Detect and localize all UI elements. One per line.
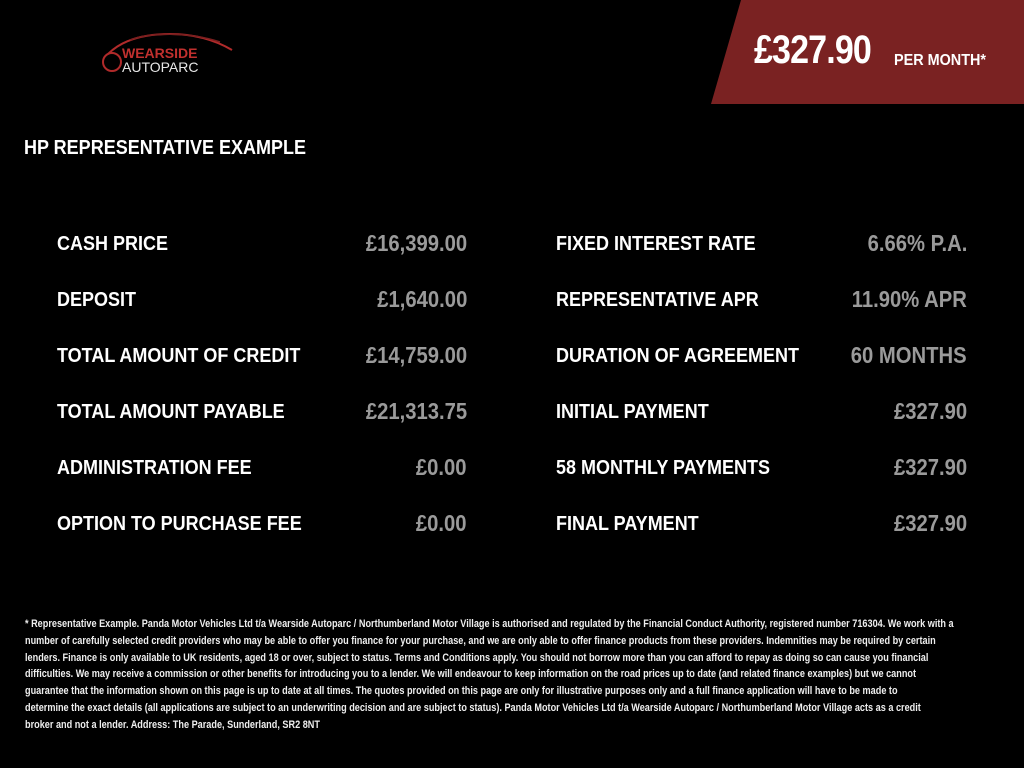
row-label: FINAL PAYMENT [556, 513, 699, 535]
page-title: HP REPRESENTATIVE EXAMPLE [24, 137, 307, 159]
monthly-price: £327.90 [754, 28, 872, 72]
disclaimer-line: difficulties. We may receive a commissio… [25, 668, 917, 681]
row-label: DURATION OF AGREEMENT [556, 345, 799, 367]
row-deposit: DEPOSIT £1,640.00 [57, 286, 467, 319]
row-label: FIXED INTEREST RATE [556, 233, 756, 255]
disclaimer-line: number of carefully selected credit prov… [25, 634, 936, 647]
per-month-label: PER MONTH* [894, 52, 987, 69]
row-value: £327.90 [893, 398, 967, 424]
row-value: £0.00 [416, 510, 467, 536]
row-label: CASH PRICE [57, 233, 169, 255]
disclaimer-line: * Representative Example. Panda Motor Ve… [25, 618, 954, 630]
wearside-autoparc-logo: WEARSIDE AUTOPARC [100, 28, 240, 76]
row-label: TOTAL AMOUNT OF CREDIT [57, 345, 301, 367]
row-value: 11.90% APR [851, 286, 967, 312]
row-label: ADMINISTRATION FEE [57, 457, 252, 479]
row-total-payable: TOTAL AMOUNT PAYABLE £21,313.75 [57, 398, 467, 431]
row-duration: DURATION OF AGREEMENT 60 MONTHS [556, 342, 967, 375]
row-initial-payment: INITIAL PAYMENT £327.90 [556, 398, 967, 431]
row-value: £21,313.75 [365, 398, 467, 424]
row-value: £16,399.00 [365, 230, 467, 256]
row-label: DEPOSIT [57, 289, 137, 311]
monthly-price-banner [711, 0, 1024, 104]
disclaimer: * Representative Example. Panda Motor Ve… [25, 616, 1024, 734]
row-value: £14,759.00 [365, 342, 467, 368]
disclaimer-line: guarantee that the information shown on … [25, 685, 898, 698]
disclaimer-line: lenders. Finance is only available to UK… [25, 651, 929, 664]
row-label: 58 MONTHLY PAYMENTS [556, 457, 771, 479]
row-cash-price: CASH PRICE £16,399.00 [57, 230, 467, 263]
row-admin-fee: ADMINISTRATION FEE £0.00 [57, 454, 467, 487]
row-interest-rate: FIXED INTEREST RATE 6.66% P.A. [556, 230, 967, 263]
row-value: £327.90 [893, 454, 967, 480]
row-apr: REPRESENTATIVE APR 11.90% APR [556, 286, 967, 319]
row-value: £0.00 [416, 454, 467, 480]
svg-text:AUTOPARC: AUTOPARC [122, 59, 199, 75]
row-final-payment: FINAL PAYMENT £327.90 [556, 510, 967, 543]
row-value: 6.66% P.A. [867, 230, 967, 256]
row-label: OPTION TO PURCHASE FEE [57, 513, 302, 535]
row-value: £1,640.00 [376, 286, 467, 312]
row-label: TOTAL AMOUNT PAYABLE [57, 401, 285, 423]
row-value: £327.90 [893, 510, 967, 536]
row-total-credit: TOTAL AMOUNT OF CREDIT £14,759.00 [57, 342, 467, 375]
disclaimer-line: broker and not a lender. Address: The Pa… [25, 718, 320, 731]
disclaimer-line: determine the exact details (all applica… [25, 701, 921, 714]
row-value: 60 MONTHS [851, 342, 967, 368]
row-monthly-payments: 58 MONTHLY PAYMENTS £327.90 [556, 454, 967, 487]
row-label: INITIAL PAYMENT [556, 401, 709, 423]
row-label: REPRESENTATIVE APR [556, 289, 759, 311]
row-purchase-fee: OPTION TO PURCHASE FEE £0.00 [57, 510, 467, 543]
svg-text:WEARSIDE: WEARSIDE [122, 45, 197, 61]
